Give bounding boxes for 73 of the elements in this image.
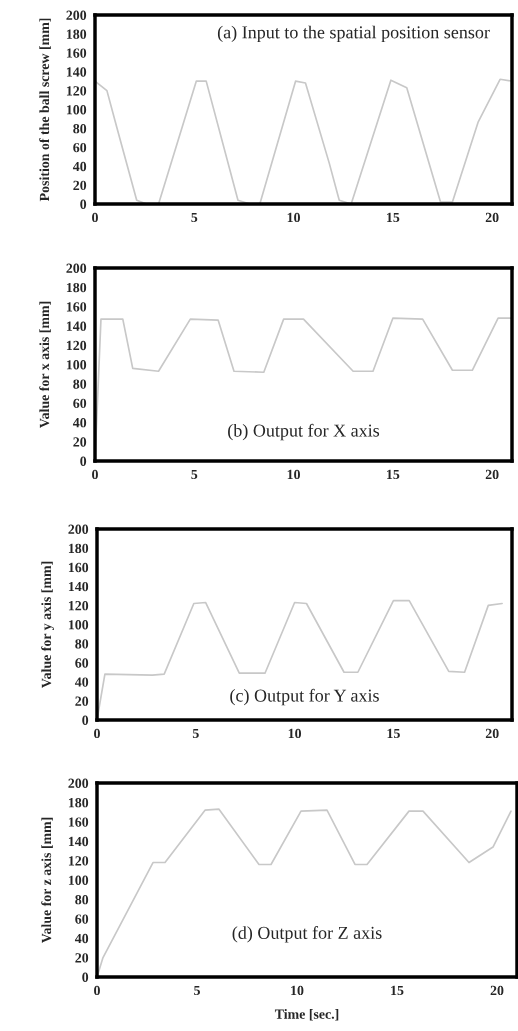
annotation: (a) Input to the spatial position sensor <box>217 25 490 43</box>
y-tick-label: 140 <box>68 581 89 592</box>
y-axis-title: Value for y axis [mm] <box>41 561 54 688</box>
y-tick-label: 100 <box>66 105 87 115</box>
y-tick-label: 20 <box>75 696 89 706</box>
x-tick-label: 5 <box>191 469 198 480</box>
x-tick-label: 5 <box>194 985 200 996</box>
x-tick-label: 15 <box>387 469 400 480</box>
y-tick-label: 40 <box>74 933 89 944</box>
x-tick-label: 5 <box>192 728 199 739</box>
y-tick-label: 160 <box>66 302 87 312</box>
x-tick-label: 10 <box>287 469 300 480</box>
x-tick-label: 20 <box>485 212 499 223</box>
annotation: (b) Output for X axis <box>228 423 380 441</box>
y-tick-label: 140 <box>66 67 87 77</box>
y-tick-label: 200 <box>66 263 87 273</box>
x-tick-label: 0 <box>92 469 98 480</box>
y-tick-label: 180 <box>68 543 89 554</box>
y-tick-label: 0 <box>80 456 87 466</box>
y-tick-label: 40 <box>72 417 87 428</box>
y-tick-label: 40 <box>72 161 87 172</box>
y-tick-label: 200 <box>68 524 89 534</box>
x-tick-label: 20 <box>485 469 499 480</box>
x-tick-label: 10 <box>287 212 300 223</box>
x-tick-label: 0 <box>94 985 100 996</box>
x-tick-label: 0 <box>92 212 98 223</box>
x-tick-label: 5 <box>191 212 198 223</box>
x-tick-label: 15 <box>391 985 404 996</box>
x-tick-label: 15 <box>387 728 400 739</box>
y-tick-label: 120 <box>68 600 89 611</box>
x-tick-label: 10 <box>291 985 304 996</box>
y-tick-label: 160 <box>68 817 89 827</box>
x-tick-label: 15 <box>387 212 400 223</box>
x-axis-title: Time [sec.] <box>274 1009 339 1021</box>
y-tick-label: 40 <box>74 677 89 687</box>
y-tick-label: 100 <box>68 875 89 885</box>
y-axis-title: Value for x axis [mm] <box>39 301 51 428</box>
y-tick-label: 140 <box>66 321 87 331</box>
x-tick-label: 20 <box>485 728 499 739</box>
y-tick-label: 180 <box>68 797 89 808</box>
x-tick-label: 20 <box>490 985 504 996</box>
annotation: (d) Output for Z axis <box>232 926 382 943</box>
y-axis-title: Value for z axis [mm] <box>41 817 53 944</box>
y-tick-label: 60 <box>73 398 87 409</box>
annotation: (c) Output for Y axis <box>230 688 379 706</box>
y-tick-label: 120 <box>66 86 87 96</box>
x-tick-label: 10 <box>288 728 302 739</box>
y-tick-label: 80 <box>75 639 89 649</box>
y-tick-label: 80 <box>73 379 87 389</box>
y-tick-label: 80 <box>75 894 89 905</box>
y-tick-label: 0 <box>82 972 89 982</box>
y-tick-label: 20 <box>73 437 87 447</box>
y-tick-label: 0 <box>82 715 89 725</box>
y-tick-label: 140 <box>68 836 89 847</box>
y-tick-label: 200 <box>66 10 87 20</box>
y-tick-label: 20 <box>75 953 89 963</box>
y-tick-label: 60 <box>75 914 89 924</box>
y-tick-label: 80 <box>73 123 87 134</box>
y-tick-label: 100 <box>68 620 89 630</box>
y-tick-label: 100 <box>66 360 87 370</box>
y-tick-label: 60 <box>73 142 87 153</box>
x-tick-label: 0 <box>94 728 100 739</box>
y-tick-label: 120 <box>66 340 87 351</box>
y-tick-label: 20 <box>73 180 87 191</box>
y-tick-label: 0 <box>80 199 87 209</box>
y-axis-title: Position of the ball screw [mm] <box>39 18 51 202</box>
y-tick-label: 180 <box>66 29 87 39</box>
y-tick-label: 120 <box>68 856 89 866</box>
y-tick-label: 60 <box>75 658 89 668</box>
y-tick-label: 160 <box>66 48 87 58</box>
y-tick-label: 160 <box>68 562 89 573</box>
y-tick-label: 180 <box>66 282 87 293</box>
y-tick-label: 200 <box>68 778 89 788</box>
